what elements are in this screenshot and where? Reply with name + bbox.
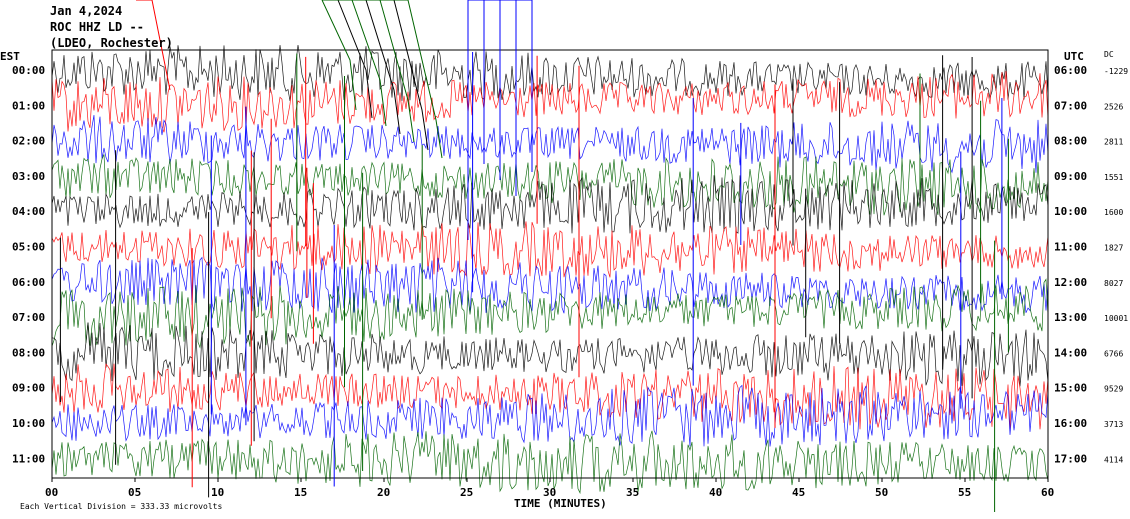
trace-0500 [51, 221, 1049, 278]
est-label: 02:00 [12, 135, 45, 148]
chart-title-line-3: (LDEO, Rochester) [50, 36, 173, 50]
utc-label: 13:00 [1054, 311, 1087, 324]
trace-0600 [51, 256, 1049, 314]
utc-label: 06:00 [1054, 64, 1087, 77]
x-tick-label: 15 [294, 486, 307, 499]
dc-label: DC [1104, 50, 1114, 59]
excursion-line [393, 0, 429, 151]
excursion-line [321, 0, 357, 111]
est-label: 10:00 [12, 417, 45, 430]
dc-value: 4114 [1104, 455, 1123, 464]
dc-value: 1827 [1104, 244, 1123, 253]
est-label: 08:00 [12, 346, 45, 359]
dc-value: 3713 [1104, 420, 1123, 429]
excursion-line [365, 0, 401, 135]
excursion-line [136, 0, 171, 91]
dc-value: 2811 [1104, 138, 1123, 147]
dc-value: 1600 [1104, 208, 1123, 217]
trace-0100 [51, 70, 1049, 133]
footer-note: Each Vertical Division = 333.33 microvol… [20, 502, 222, 511]
dc-value: 6766 [1104, 349, 1123, 358]
excursion-line [379, 0, 415, 143]
dc-value: 10001 [1104, 314, 1128, 323]
est-label: 01:00 [12, 99, 45, 112]
decorative-lines [51, 0, 1049, 512]
dc-value: 9529 [1104, 385, 1123, 394]
est-label: 00:00 [12, 64, 45, 77]
x-tick-label: 25 [460, 486, 473, 499]
trace-1100 [51, 430, 1049, 495]
chart-title-line-1: Jan 4,2024 [50, 4, 122, 18]
utc-label: 09:00 [1054, 170, 1087, 183]
x-tick-label: 20 [377, 486, 390, 499]
utc-label: 11:00 [1054, 241, 1087, 254]
trace-0200 [51, 115, 1049, 174]
utc-label: 14:00 [1054, 346, 1087, 359]
est-label: 11:00 [12, 452, 45, 465]
est-label: 09:00 [12, 382, 45, 395]
dc-value: 2526 [1104, 102, 1123, 111]
x-tick-label: 60 [1041, 486, 1054, 499]
est-label: 03:00 [12, 170, 45, 183]
chart-title-line-2: ROC HHZ LD -- [50, 20, 144, 34]
x-axis-label: TIME (MINUTES) [514, 497, 607, 510]
utc-label: 07:00 [1054, 99, 1087, 112]
est-hour-labels: 00:00 01:00 02:00 03:00 04:00 05:00 06:00 07:00… [12, 64, 45, 465]
x-tick-label: 00 [45, 486, 58, 499]
seismic-traces [51, 44, 1049, 495]
dc-value: 1551 [1104, 173, 1123, 182]
trace-0300 [51, 154, 1049, 216]
dc-value: 8027 [1104, 279, 1123, 288]
excursion-line [351, 0, 387, 127]
x-tick-label: 30 [543, 486, 556, 499]
trace-0800 [51, 322, 1049, 387]
excursion-line [337, 0, 373, 119]
utc-label: 08:00 [1054, 135, 1087, 148]
x-tick-label: 45 [792, 486, 805, 499]
x-tick-label: 50 [875, 486, 888, 499]
right-axis-label: UTC [1064, 50, 1084, 63]
est-label: 05:00 [12, 241, 45, 254]
utc-label: 12:00 [1054, 276, 1087, 289]
utc-label: 16:00 [1054, 417, 1087, 430]
trace-0900 [51, 363, 1049, 430]
trace-0000 [51, 44, 1049, 102]
dc-value: -1229 [1104, 67, 1128, 76]
x-axis-ticks: 00 05 10 15 20 25 30 35 40 45 50 55 60 [45, 478, 1054, 499]
est-label: 04:00 [12, 205, 45, 218]
utc-hour-labels: 06:00 07:00 08:00 09:00 10:00 11:00 12:00 13:00… [1054, 64, 1087, 465]
x-tick-label: 10 [211, 486, 224, 499]
dc-offset-labels: -1229 2526 2811 1551 1600 1827 8027 10001 6766 95… [1104, 67, 1128, 464]
trace-0700 [51, 278, 1049, 349]
utc-label: 17:00 [1054, 452, 1087, 465]
left-axis-label: EST [0, 50, 20, 63]
utc-label: 10:00 [1054, 205, 1087, 218]
utc-label: 15:00 [1054, 382, 1087, 395]
trace-1000 [51, 384, 1049, 447]
x-tick-label: 40 [709, 486, 722, 499]
x-tick-label: 35 [626, 486, 639, 499]
est-label: 06:00 [12, 276, 45, 289]
x-tick-label: 05 [128, 486, 141, 499]
est-label: 07:00 [12, 311, 45, 324]
trace-0400 [51, 175, 1049, 234]
x-tick-label: 55 [958, 486, 971, 499]
excursion-line [407, 0, 443, 159]
